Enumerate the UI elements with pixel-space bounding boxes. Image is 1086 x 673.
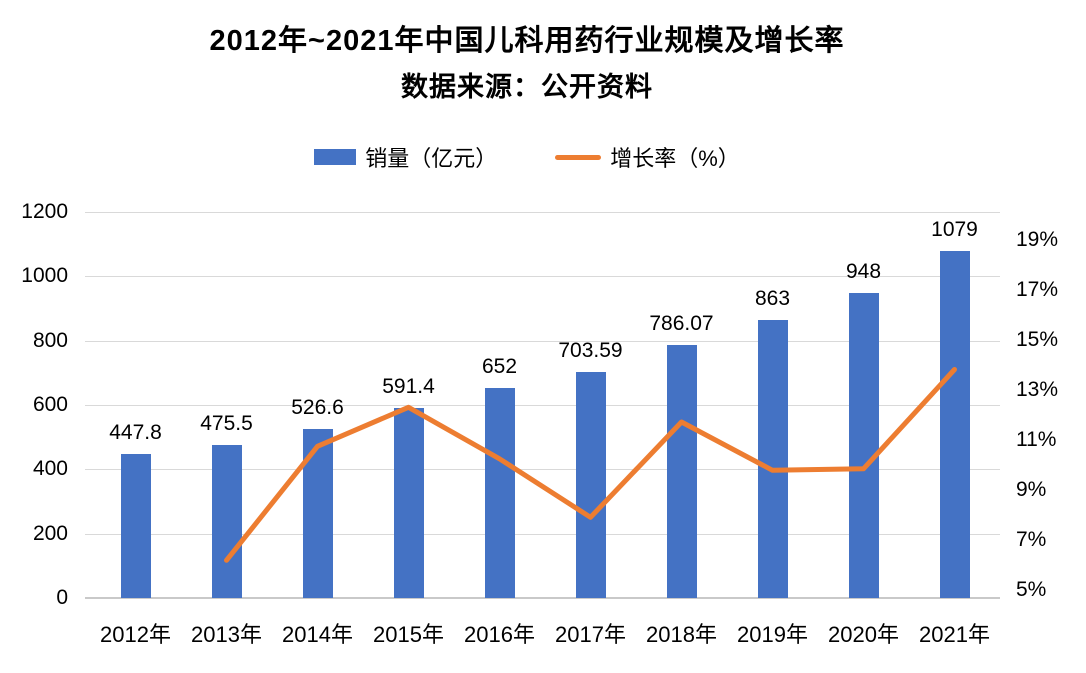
right-axis-tick: 19%: [1016, 228, 1059, 251]
legend-label-sales: 销量（亿元）: [365, 146, 498, 171]
gridline: [85, 340, 1000, 342]
gridline: [85, 276, 1000, 278]
chart-subtitle: 数据来源：公开资料: [401, 72, 653, 102]
bar-value-label: 526.6: [291, 395, 344, 419]
bar-value-label: 863: [754, 287, 791, 311]
bar-value-label: 948: [845, 260, 882, 284]
right-axis-tick: 5%: [1016, 578, 1047, 601]
bar-value-label: 1079: [931, 217, 978, 241]
line-series-swatch-icon: [555, 154, 602, 160]
bar-value-label: 703.59: [558, 338, 623, 362]
legend: 销量（亿元） 增长率（%）: [0, 141, 1054, 173]
gridline: [85, 212, 1000, 213]
left-axis-tick: 200: [32, 521, 68, 545]
bar-series-swatch-icon: [314, 149, 357, 165]
right-axis-tick: 13%: [1016, 378, 1059, 401]
x-axis-label: 2019年: [737, 622, 808, 647]
left-axis-tick: 800: [32, 328, 68, 352]
bar-2021年: [939, 250, 970, 598]
left-axis-tick: 0: [56, 586, 68, 609]
x-axis-line: [85, 597, 1000, 599]
x-axis-label: 2018年: [646, 622, 717, 647]
bar-2013年: [211, 445, 242, 598]
bar-2018年: [666, 345, 697, 598]
right-axis-tick: 17%: [1016, 278, 1059, 301]
legend-item-sales: 销量（亿元）: [314, 141, 497, 173]
left-axis-tick: 400: [32, 457, 68, 481]
x-axis-label: 2013年: [191, 622, 262, 647]
x-axis-label: 2012年: [100, 622, 171, 647]
right-axis-tick: 15%: [1016, 328, 1059, 351]
x-axis-label: 2015年: [373, 622, 444, 647]
bar-2016年: [484, 388, 515, 598]
right-axis-tick: 7%: [1016, 528, 1047, 551]
x-axis-label: 2021年: [919, 622, 990, 647]
left-axis-tick: 1000: [21, 264, 68, 288]
chart-title: 2012年~2021年中国儿科用药行业规模及增长率: [209, 25, 845, 57]
bar-2019年: [757, 320, 788, 598]
bar-2017年: [575, 371, 606, 598]
left-axis-tick: 600: [32, 393, 68, 416]
left-axis-tick: 1200: [21, 200, 68, 223]
x-axis-label: 2020年: [828, 622, 899, 647]
bar-2015年: [393, 407, 424, 598]
legend-item-growth: 增长率（%）: [555, 141, 740, 173]
bar-2012年: [120, 454, 151, 598]
bar-value-label: 447.8: [109, 421, 162, 444]
bar-value-label: 786.07: [649, 312, 714, 336]
x-axis-label: 2014年: [282, 622, 353, 647]
bar-2014年: [302, 428, 333, 598]
right-axis-tick: 11%: [1016, 428, 1057, 451]
right-axis-tick: 9%: [1016, 478, 1047, 501]
legend-label-growth: 增长率（%）: [610, 146, 740, 171]
x-axis-label: 2016年: [464, 622, 535, 647]
x-axis-label: 2017年: [555, 622, 626, 647]
bar-2020年: [848, 293, 879, 598]
